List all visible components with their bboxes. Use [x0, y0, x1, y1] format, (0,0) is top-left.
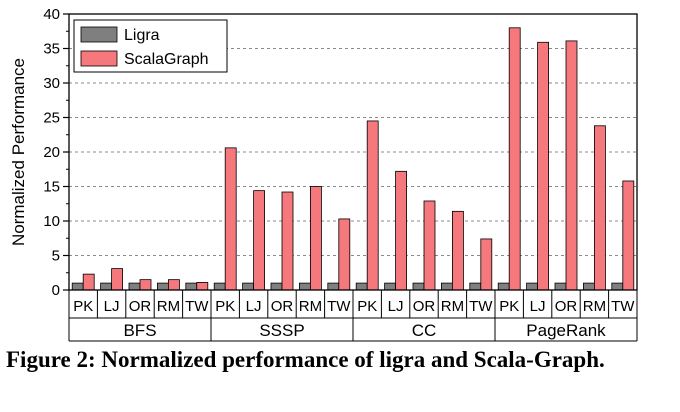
y-tick-label: 15	[43, 179, 60, 196]
x-tick-label: RM	[157, 298, 180, 315]
bar-ligra-tw	[327, 282, 340, 291]
y-tick-label: 5	[52, 248, 60, 265]
y-tick-label: 10	[43, 213, 60, 230]
legend-label-ligra: Ligra	[124, 27, 160, 44]
y-tick-label: 0	[52, 282, 60, 299]
bar-ligra-tw	[185, 282, 198, 291]
bar-scalagraph-tw	[196, 282, 209, 291]
y-tick-label: 20	[43, 144, 60, 161]
bar-scalagraph-or	[423, 200, 436, 291]
bar-ligra-tw	[611, 282, 624, 291]
bar-ligra-rm	[583, 282, 595, 291]
bar-chart: 0 5 10 15 20 25 30 35 40 PK LJ OR RM TW PK LJ OR RM TW PK LJ…	[9, 6, 638, 342]
x-tick-label: TW	[185, 298, 209, 315]
x-tick-label: OR	[413, 298, 436, 315]
x-tick-label: LJ	[530, 298, 546, 315]
x-tick-label: PK	[357, 298, 377, 315]
bar-scalagraph-pk	[224, 147, 237, 291]
y-tick-label: 25	[43, 110, 60, 127]
bar-ligra-pk	[355, 282, 368, 291]
bar-scalagraph-lj	[253, 190, 266, 291]
group-label: PageRank	[526, 321, 606, 340]
legend-label-scalagraph: ScalaGraph	[124, 51, 209, 68]
bar-ligra-rm	[156, 282, 169, 291]
x-tick-label: LJ	[388, 298, 404, 315]
legend: Ligra ScalaGraph	[73, 19, 228, 73]
x-tick-label: RM	[583, 298, 606, 315]
group-label: SSSP	[259, 321, 304, 340]
x-tick-label: PK	[73, 298, 93, 315]
bar-ligra-rm	[298, 282, 311, 291]
bar-scalagraph-rm	[594, 125, 606, 291]
x-tick-label: OR	[271, 298, 294, 315]
x-tick-label: TW	[611, 298, 635, 315]
bar-scalagraph-tw	[338, 218, 351, 291]
x-tick-label: RM	[299, 298, 322, 315]
bar-ligra-or	[270, 282, 283, 291]
group-label: BFS	[123, 321, 156, 340]
x-tick-label: LJ	[104, 298, 120, 315]
bar-ligra-or	[554, 282, 567, 291]
x-tick-label: PK	[499, 298, 519, 315]
bar-ligra-pk	[71, 282, 84, 291]
bar-scalagraph-tw	[622, 180, 635, 291]
bar-scalagraph-tw	[480, 238, 493, 291]
x-tick-label: LJ	[246, 298, 262, 315]
bar-ligra-lj	[384, 282, 397, 291]
bar-ligra-tw	[469, 282, 482, 291]
x-tick-label: PK	[215, 298, 235, 315]
figure-caption: Figure 2: Normalized performance of ligr…	[6, 347, 605, 372]
bar-scalagraph-lj	[395, 170, 408, 291]
y-tick-label: 40	[43, 6, 60, 23]
gridlines	[69, 48, 637, 256]
x-tick-label: OR	[555, 298, 578, 315]
x-tick-label: TW	[327, 298, 351, 315]
y-tick-label: 30	[43, 75, 60, 92]
bar-ligra-pk	[497, 282, 510, 291]
bar-scalagraph-pk	[508, 27, 521, 291]
x-tick-label: TW	[469, 298, 493, 315]
bar-scalagraph-pk	[82, 273, 95, 291]
legend-swatch-ligra	[80, 26, 118, 43]
bar-ligra-lj	[100, 282, 112, 291]
bar-scalagraph-rm	[167, 279, 180, 291]
bar-scalagraph-pk	[366, 120, 379, 291]
bar-ligra-or	[412, 282, 425, 291]
legend-swatch-scalagraph	[80, 50, 118, 67]
labels: 0 5 10 15 20 25 30 35 40 PK LJ OR RM TW PK LJ OR RM TW PK LJ…	[9, 6, 635, 340]
bar-scalagraph-rm	[451, 210, 464, 291]
group-label: CC	[412, 321, 437, 340]
bar-ligra-or	[128, 282, 141, 291]
bar-scalagraph-or	[565, 40, 578, 291]
bar-ligra-rm	[440, 282, 453, 291]
bar-scalagraph-lj	[537, 41, 549, 291]
bar-scalagraph-rm	[309, 186, 322, 291]
axes	[63, 13, 638, 342]
bar-ligra-lj	[526, 282, 538, 291]
x-tick-label: RM	[441, 298, 464, 315]
bar-scalagraph-or	[281, 191, 294, 291]
bar-scalagraph-lj	[111, 268, 123, 291]
x-tick-label: OR	[129, 298, 152, 315]
bar-ligra-lj	[242, 282, 255, 291]
y-tick-label: 35	[43, 41, 60, 58]
bar-scalagraph-or	[139, 279, 152, 291]
bar-ligra-pk	[213, 282, 226, 291]
y-axis-title: Normalized Performance	[9, 58, 28, 246]
